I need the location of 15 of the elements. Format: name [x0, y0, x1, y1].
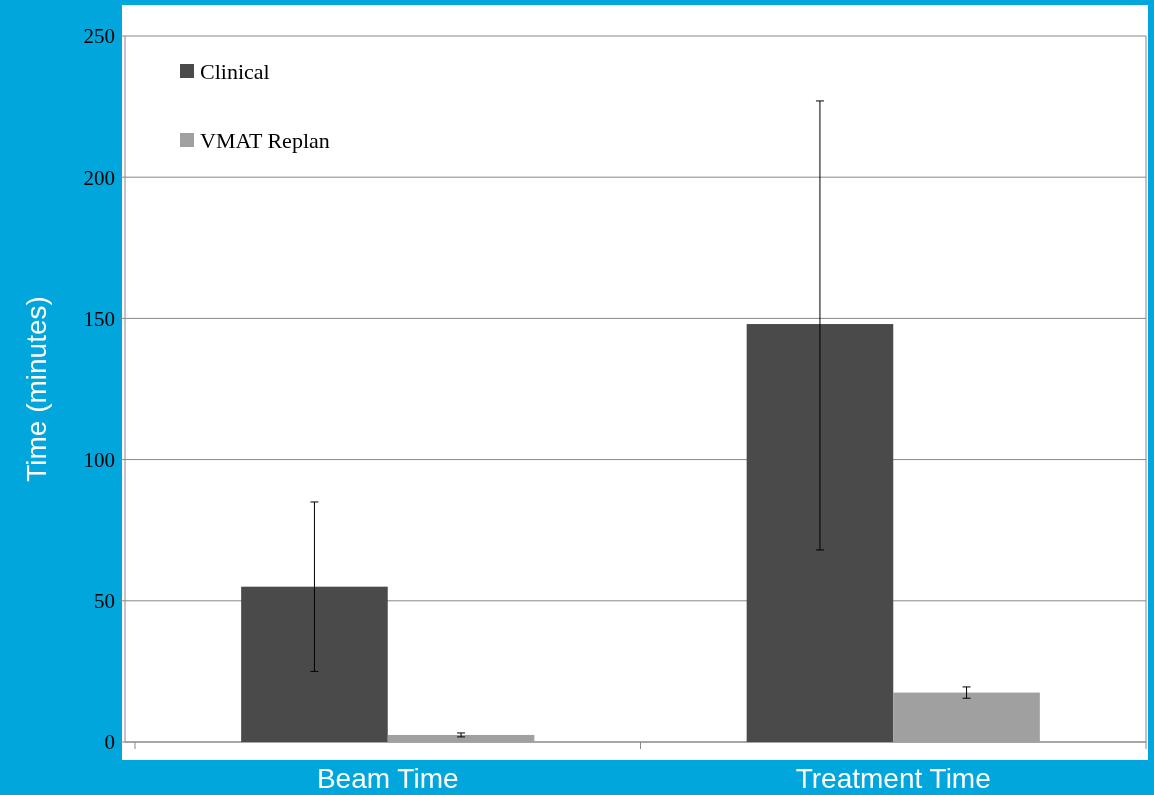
x-tick-label: Beam Time [316, 763, 459, 794]
y-tick-label: 100 [83, 447, 115, 472]
legend-label: VMAT Replan [200, 127, 330, 153]
y-tick-label: 50 [94, 589, 115, 614]
y-tick-label: 150 [83, 306, 115, 331]
bar [387, 734, 535, 742]
y-tick-label: 0 [104, 730, 115, 755]
bar [241, 586, 388, 742]
bar [893, 692, 1040, 742]
bar [746, 324, 894, 742]
legend-label: Clinical [200, 58, 270, 84]
y-tick-label: 200 [83, 165, 115, 190]
y-axis-title: Time (minutes) [21, 296, 52, 482]
x-tick-label: Treatment Time [795, 763, 991, 794]
y-tick-label: 250 [83, 24, 115, 49]
